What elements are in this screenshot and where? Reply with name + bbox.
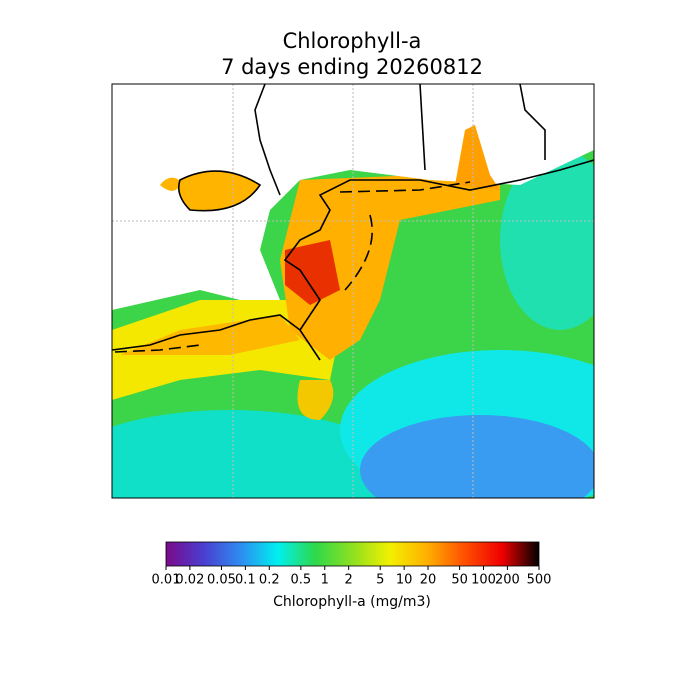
colorbar-tick-label: 20 <box>420 573 437 588</box>
subtitle: 7 days ending 20260812 <box>221 55 483 79</box>
colorbar-tick-label: 10 <box>396 573 413 588</box>
colorbar-tick-label: 0.1 <box>235 573 256 588</box>
colorbar-tick-label: 0.02 <box>175 573 204 588</box>
title: Chlorophyll-a <box>283 29 422 53</box>
map-frame <box>111 83 595 499</box>
colorbar-tick-label: 200 <box>495 573 520 588</box>
colorbar-tick-label: 1 <box>321 573 329 588</box>
colorbar <box>165 541 540 567</box>
colorbar-tick-label: 0.01 <box>152 573 181 588</box>
colorbar-tick-label: 100 <box>471 573 496 588</box>
colorbar-tick-label: 500 <box>527 573 552 588</box>
colorbar-tick-label: 5 <box>376 573 384 588</box>
colorbar-tick-label: 2 <box>345 573 353 588</box>
colorbar-tick-label: 50 <box>451 573 468 588</box>
colorbar-tick-label: 0.5 <box>291 573 312 588</box>
colorbar-tick-label: 0.2 <box>259 573 280 588</box>
colorbar-label: Chlorophyll-a (mg/m3) <box>273 594 431 610</box>
colorbar-tick-label: 0.05 <box>207 573 236 588</box>
map <box>112 84 594 498</box>
